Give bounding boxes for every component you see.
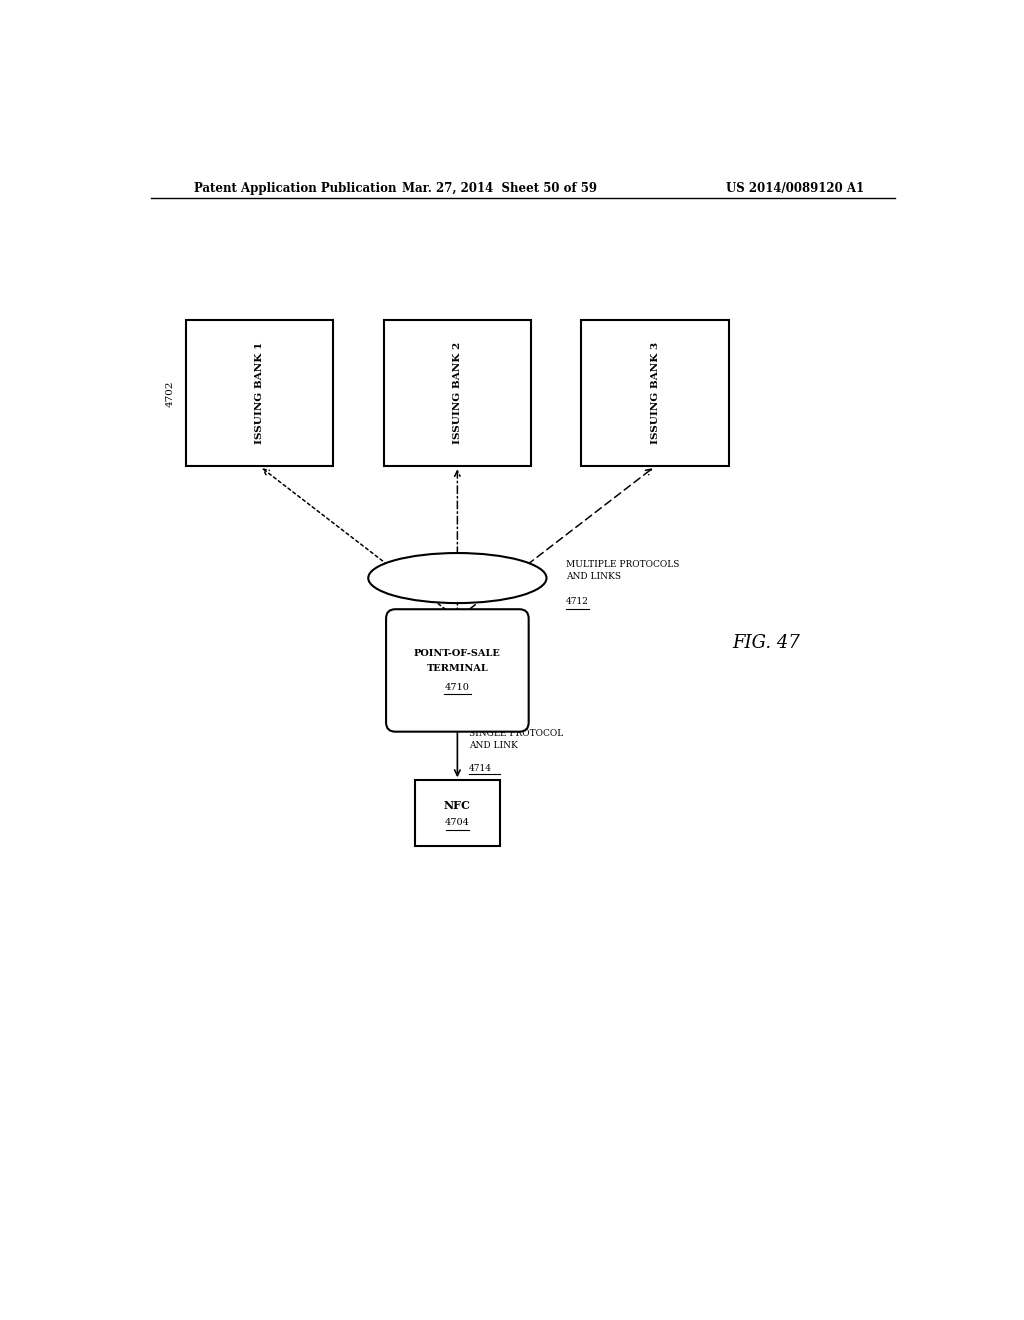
Text: NFC: NFC: [444, 800, 471, 810]
Ellipse shape: [369, 553, 547, 603]
FancyBboxPatch shape: [384, 321, 531, 466]
Text: ISSUING BANK 1: ISSUING BANK 1: [255, 342, 264, 445]
Text: 4702: 4702: [166, 380, 174, 407]
Text: 4710: 4710: [445, 682, 470, 692]
Text: 4704: 4704: [445, 818, 470, 828]
Text: US 2014/0089120 A1: US 2014/0089120 A1: [726, 182, 864, 194]
Text: MULTIPLE PROTOCOLS
AND LINKS: MULTIPLE PROTOCOLS AND LINKS: [566, 560, 679, 581]
Text: FIG. 47: FIG. 47: [732, 635, 801, 652]
Text: POINT-OF-SALE: POINT-OF-SALE: [414, 649, 501, 657]
Text: Mar. 27, 2014  Sheet 50 of 59: Mar. 27, 2014 Sheet 50 of 59: [402, 182, 597, 194]
FancyBboxPatch shape: [186, 321, 334, 466]
FancyBboxPatch shape: [386, 610, 528, 731]
Text: ISSUING BANK 2: ISSUING BANK 2: [453, 342, 462, 445]
FancyBboxPatch shape: [582, 321, 729, 466]
Text: ISSUING BANK 3: ISSUING BANK 3: [650, 342, 659, 445]
Text: 4712: 4712: [566, 597, 589, 606]
Text: SINGLE PROTOCOL
AND LINK: SINGLE PROTOCOL AND LINK: [469, 730, 563, 750]
Text: 4714: 4714: [469, 764, 492, 772]
FancyBboxPatch shape: [415, 780, 500, 846]
Text: TERMINAL: TERMINAL: [427, 664, 488, 673]
Text: Patent Application Publication: Patent Application Publication: [194, 182, 396, 194]
